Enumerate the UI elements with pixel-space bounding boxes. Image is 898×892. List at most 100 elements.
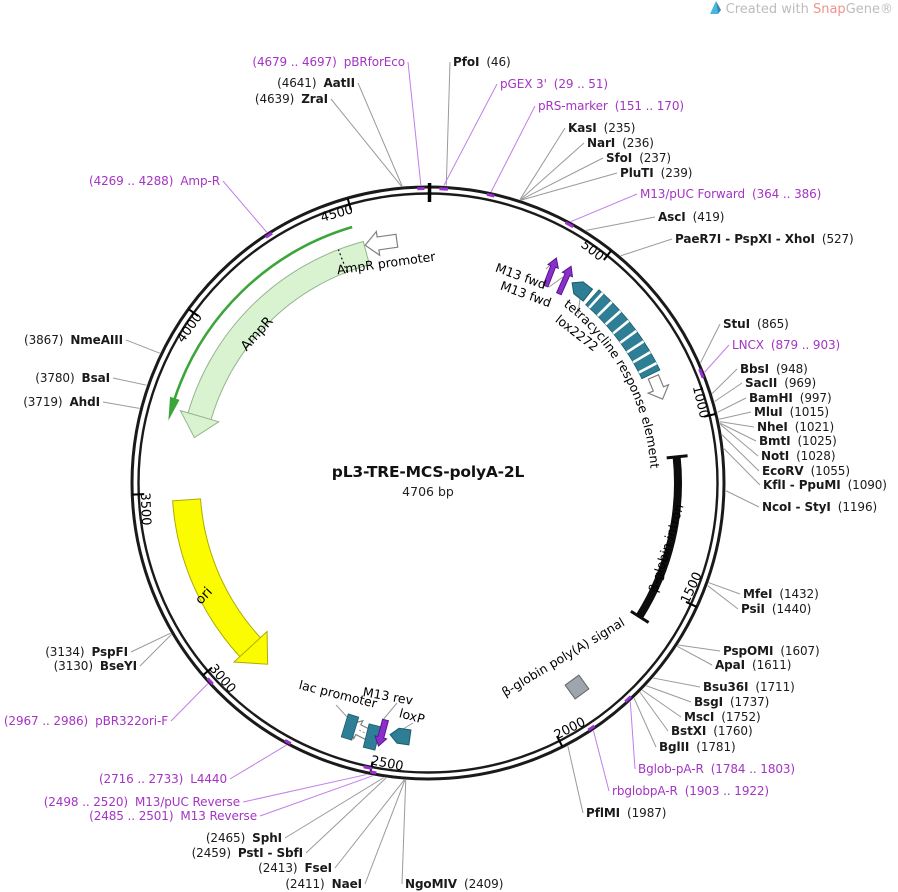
callout-line [629, 701, 636, 770]
site-name: BstXI [671, 724, 707, 738]
site-label-ncoi-styi: NcoI - StyI (1196) [762, 500, 877, 514]
site-label-sacii: SacII (969) [745, 376, 816, 390]
site-name: SphI [252, 831, 282, 845]
site-position: (1752) [721, 710, 761, 724]
site-label-pbr322ori-f: (2967 .. 2986) pBR322ori-F [4, 714, 168, 728]
site-position: (1987) [627, 806, 667, 820]
site-position: (2485 .. 2501) [89, 809, 174, 823]
site-label-mfei: MfeI (1432) [743, 587, 819, 601]
site-label-l4440: (2716 .. 2733) L4440 [99, 772, 227, 786]
site-position: (1781) [696, 740, 736, 754]
primer-range-mark [264, 231, 273, 239]
callout-line [242, 774, 367, 803]
site-position: (4269 .. 4288) [89, 174, 174, 188]
snapgene-watermark: Created with SnapGene® [709, 1, 893, 19]
site-label-nari: NarI (236) [587, 136, 654, 150]
callout-line [445, 61, 451, 186]
site-name: PspFI [91, 645, 129, 659]
callout-line [586, 216, 656, 231]
site-label-m13-reverse: (2485 .. 2501) M13 Reverse [89, 809, 257, 823]
site-label-naei: (2411) NaeI [285, 877, 362, 891]
site-name: StuI [723, 317, 750, 331]
site-name: PaeR7I - PspXI - XhoI [675, 232, 815, 246]
callout-line [677, 645, 713, 666]
callout-line [130, 632, 171, 653]
site-position: (29 .. 51) [553, 77, 608, 91]
site-name: pBR322ori-F [95, 714, 168, 728]
site-label-m13-puc-reverse: (2498 .. 2520) M13/pUC Reverse [44, 795, 240, 809]
callout-line [521, 172, 618, 201]
site-name: SacII [745, 376, 778, 390]
site-position: (2465) [205, 831, 246, 845]
site-name: pRS-marker [538, 99, 608, 113]
site-position: (2413) [258, 861, 298, 875]
site-position: (4639) [254, 92, 295, 106]
feature-ori-arrow [172, 498, 262, 659]
site-label-bsgi: BsgI (1737) [694, 695, 769, 709]
site-name: EcoRV [762, 464, 804, 478]
site-position: (1903 .. 1922) [684, 784, 770, 798]
site-label-bglob-pa-r: Bglob-pA-R (1784 .. 1803) [638, 762, 795, 776]
callout-line [718, 411, 752, 420]
primer-m13-rev-arrow-icon [374, 718, 390, 747]
feature-glyphs [340, 230, 670, 751]
site-position: (1028) [796, 449, 836, 463]
site-position: (997) [799, 391, 832, 405]
site-label-bamhi: BamHI (997) [749, 391, 832, 405]
site-label-pbrforeco: (4679 .. 4697) pBRforEco [252, 55, 405, 69]
callout-line [707, 585, 739, 610]
site-position: (1611) [752, 658, 792, 672]
site-label-zrai: (4639) ZraI [255, 92, 328, 106]
site-name: PflMI [586, 806, 621, 820]
site-name: PstI - SbfI [237, 846, 303, 860]
site-position: (527) [821, 232, 854, 246]
callout-line [714, 382, 743, 402]
site-name: LNCX [732, 338, 764, 352]
site-label-kfli-ppumi: KflI - PpuMI (1090) [763, 478, 887, 492]
site-position: (239) [660, 166, 693, 180]
callout-line [125, 339, 160, 354]
site-label-amp-r: (4269 .. 4288) Amp-R [89, 174, 220, 188]
site-position: (1784 .. 1803) [710, 762, 796, 776]
site-name: KasI [568, 121, 597, 135]
site-position: (419) [692, 210, 725, 224]
site-position: (1432) [779, 587, 819, 601]
site-name: Bglob-pA-R [638, 762, 704, 776]
leader-line [381, 702, 398, 722]
primer-range-mark [698, 368, 705, 379]
callout-line [305, 777, 387, 854]
site-position: (1760) [713, 724, 753, 738]
site-label-apai: ApaI (1611) [715, 658, 791, 672]
site-label-psti-sbfi: (2459) PstI - SbfI [191, 846, 304, 860]
site-label-sphi: (2465) SphI [206, 831, 282, 845]
site-label-ngomiv: NgoMIV (2409) [405, 877, 503, 891]
site-name: M13/pUC Forward [640, 187, 746, 201]
callout-line [401, 780, 407, 885]
site-position: (151 .. 170) [614, 99, 684, 113]
site-position: (1607) [780, 644, 820, 658]
site-label-bsai: (3780) BsaI [35, 371, 110, 385]
feature-tre-min-promoter-arrow-icon [646, 374, 670, 400]
callout-line [284, 777, 384, 839]
leader-line [402, 722, 414, 730]
site-position: (236) [622, 136, 654, 150]
site-position: (4679 .. 4697) [252, 55, 337, 69]
site-name: NgoMIV [405, 877, 457, 891]
site-label-m13-puc-forward: M13/pUC Forward (364 .. 386) [640, 187, 821, 201]
callout-lines [102, 61, 761, 885]
site-name: AscI [658, 210, 686, 224]
callout-line [593, 730, 610, 792]
site-name: BseYI [99, 659, 137, 673]
site-position: (3130) [53, 659, 93, 673]
site-name: KflI - PpuMI [763, 478, 841, 492]
callout-line [443, 83, 498, 186]
site-label-nmeaiii: (3867) NmeAIII [24, 333, 123, 347]
site-name: PspOMI [723, 644, 774, 658]
primer-range-mark [206, 677, 214, 685]
site-label-mlui: MluI (1015) [754, 405, 829, 419]
primer-range-mark [564, 221, 574, 229]
site-label-ecorv: EcoRV (1055) [762, 464, 850, 478]
site-name: pGEX 3' [500, 77, 547, 91]
site-position: (2459) [191, 846, 231, 860]
